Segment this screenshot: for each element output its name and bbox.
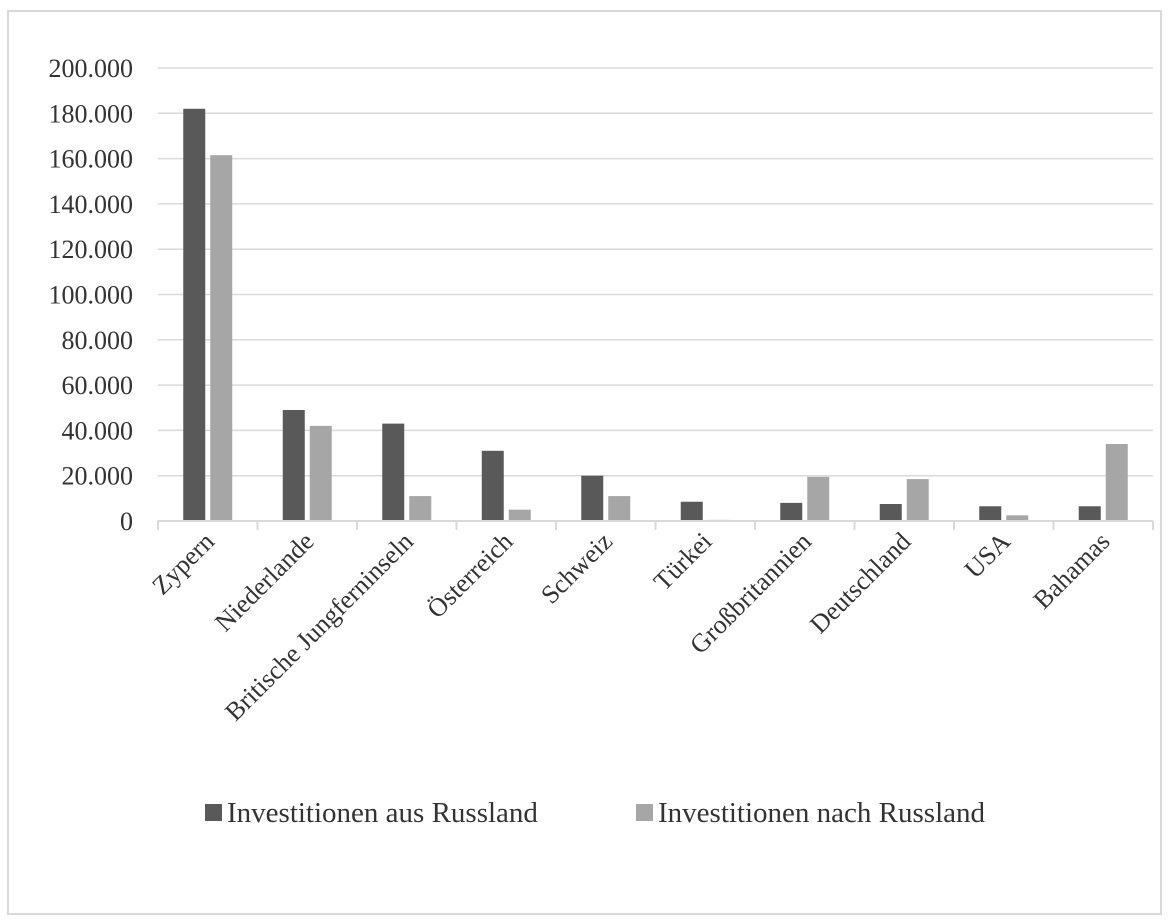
y-tick-label: 80.000 bbox=[62, 326, 134, 355]
y-tick-label: 140.000 bbox=[49, 190, 134, 219]
legend-label: Investitionen aus Russland bbox=[227, 797, 538, 829]
bar-aus-5 bbox=[680, 501, 703, 521]
y-tick-label: 60.000 bbox=[62, 371, 134, 400]
bar-nach-1 bbox=[309, 425, 332, 521]
x-category-label: Deutschland bbox=[804, 527, 916, 639]
bar-nach-6 bbox=[807, 476, 830, 521]
x-category-label: Britische Jungferninseln bbox=[219, 527, 419, 727]
y-tick-label: 20.000 bbox=[62, 462, 134, 491]
chart-frame: 0 20.000 40.000 60.000 80.000 100.000 120.000 1… bbox=[7, 10, 1162, 915]
x-category-label: USA bbox=[959, 527, 1016, 584]
x-axis-tick-marks bbox=[157, 521, 1154, 530]
x-category-label: Schweiz bbox=[535, 527, 618, 610]
bar-nach-0 bbox=[210, 155, 233, 521]
bar-aus-0 bbox=[183, 108, 206, 522]
bar-nach-9 bbox=[1105, 443, 1128, 521]
x-category-label: Bahamas bbox=[1028, 527, 1116, 615]
x-category-label: Türkei bbox=[648, 527, 718, 597]
bar-aus-8 bbox=[979, 506, 1002, 521]
bar-aus-2 bbox=[382, 423, 405, 521]
y-tick-label: 160.000 bbox=[49, 145, 134, 174]
y-tick-label: 120.000 bbox=[49, 235, 134, 264]
legend-swatch bbox=[205, 804, 222, 821]
x-category-label: Niederlande bbox=[209, 527, 319, 637]
bar-nach-7 bbox=[906, 479, 929, 521]
x-category-label: Zypern bbox=[146, 527, 220, 601]
y-tick-label: 0 bbox=[120, 507, 133, 536]
x-category-label: Österreich bbox=[421, 527, 518, 624]
bar-aus-7 bbox=[879, 504, 902, 521]
bar-nach-2 bbox=[409, 496, 432, 521]
bar-aus-9 bbox=[1078, 506, 1101, 521]
y-tick-label: 100.000 bbox=[49, 281, 134, 310]
y-axis-tick-labels: 0 20.000 40.000 60.000 80.000 100.000 120.000 1… bbox=[49, 54, 134, 536]
bar-nach-4 bbox=[608, 496, 631, 521]
y-tick-label: 180.000 bbox=[49, 99, 134, 128]
legend: Investitionen aus Russland Investitionen … bbox=[205, 797, 986, 829]
legend-swatch bbox=[636, 804, 653, 821]
bar-aus-1 bbox=[282, 410, 305, 521]
legend-label: Investitionen nach Russland bbox=[658, 797, 986, 829]
bar-chart: 0 20.000 40.000 60.000 80.000 100.000 120.000 1… bbox=[49, 54, 1154, 829]
bar-nach-3 bbox=[508, 509, 531, 521]
bar-aus-6 bbox=[780, 502, 803, 521]
bars bbox=[183, 108, 1128, 522]
bar-aus-4 bbox=[581, 475, 604, 521]
y-tick-label: 200.000 bbox=[49, 54, 134, 83]
y-tick-label: 40.000 bbox=[62, 416, 134, 445]
gridlines bbox=[158, 67, 1153, 477]
bar-nach-8 bbox=[1006, 515, 1029, 521]
bar-aus-3 bbox=[481, 450, 504, 521]
